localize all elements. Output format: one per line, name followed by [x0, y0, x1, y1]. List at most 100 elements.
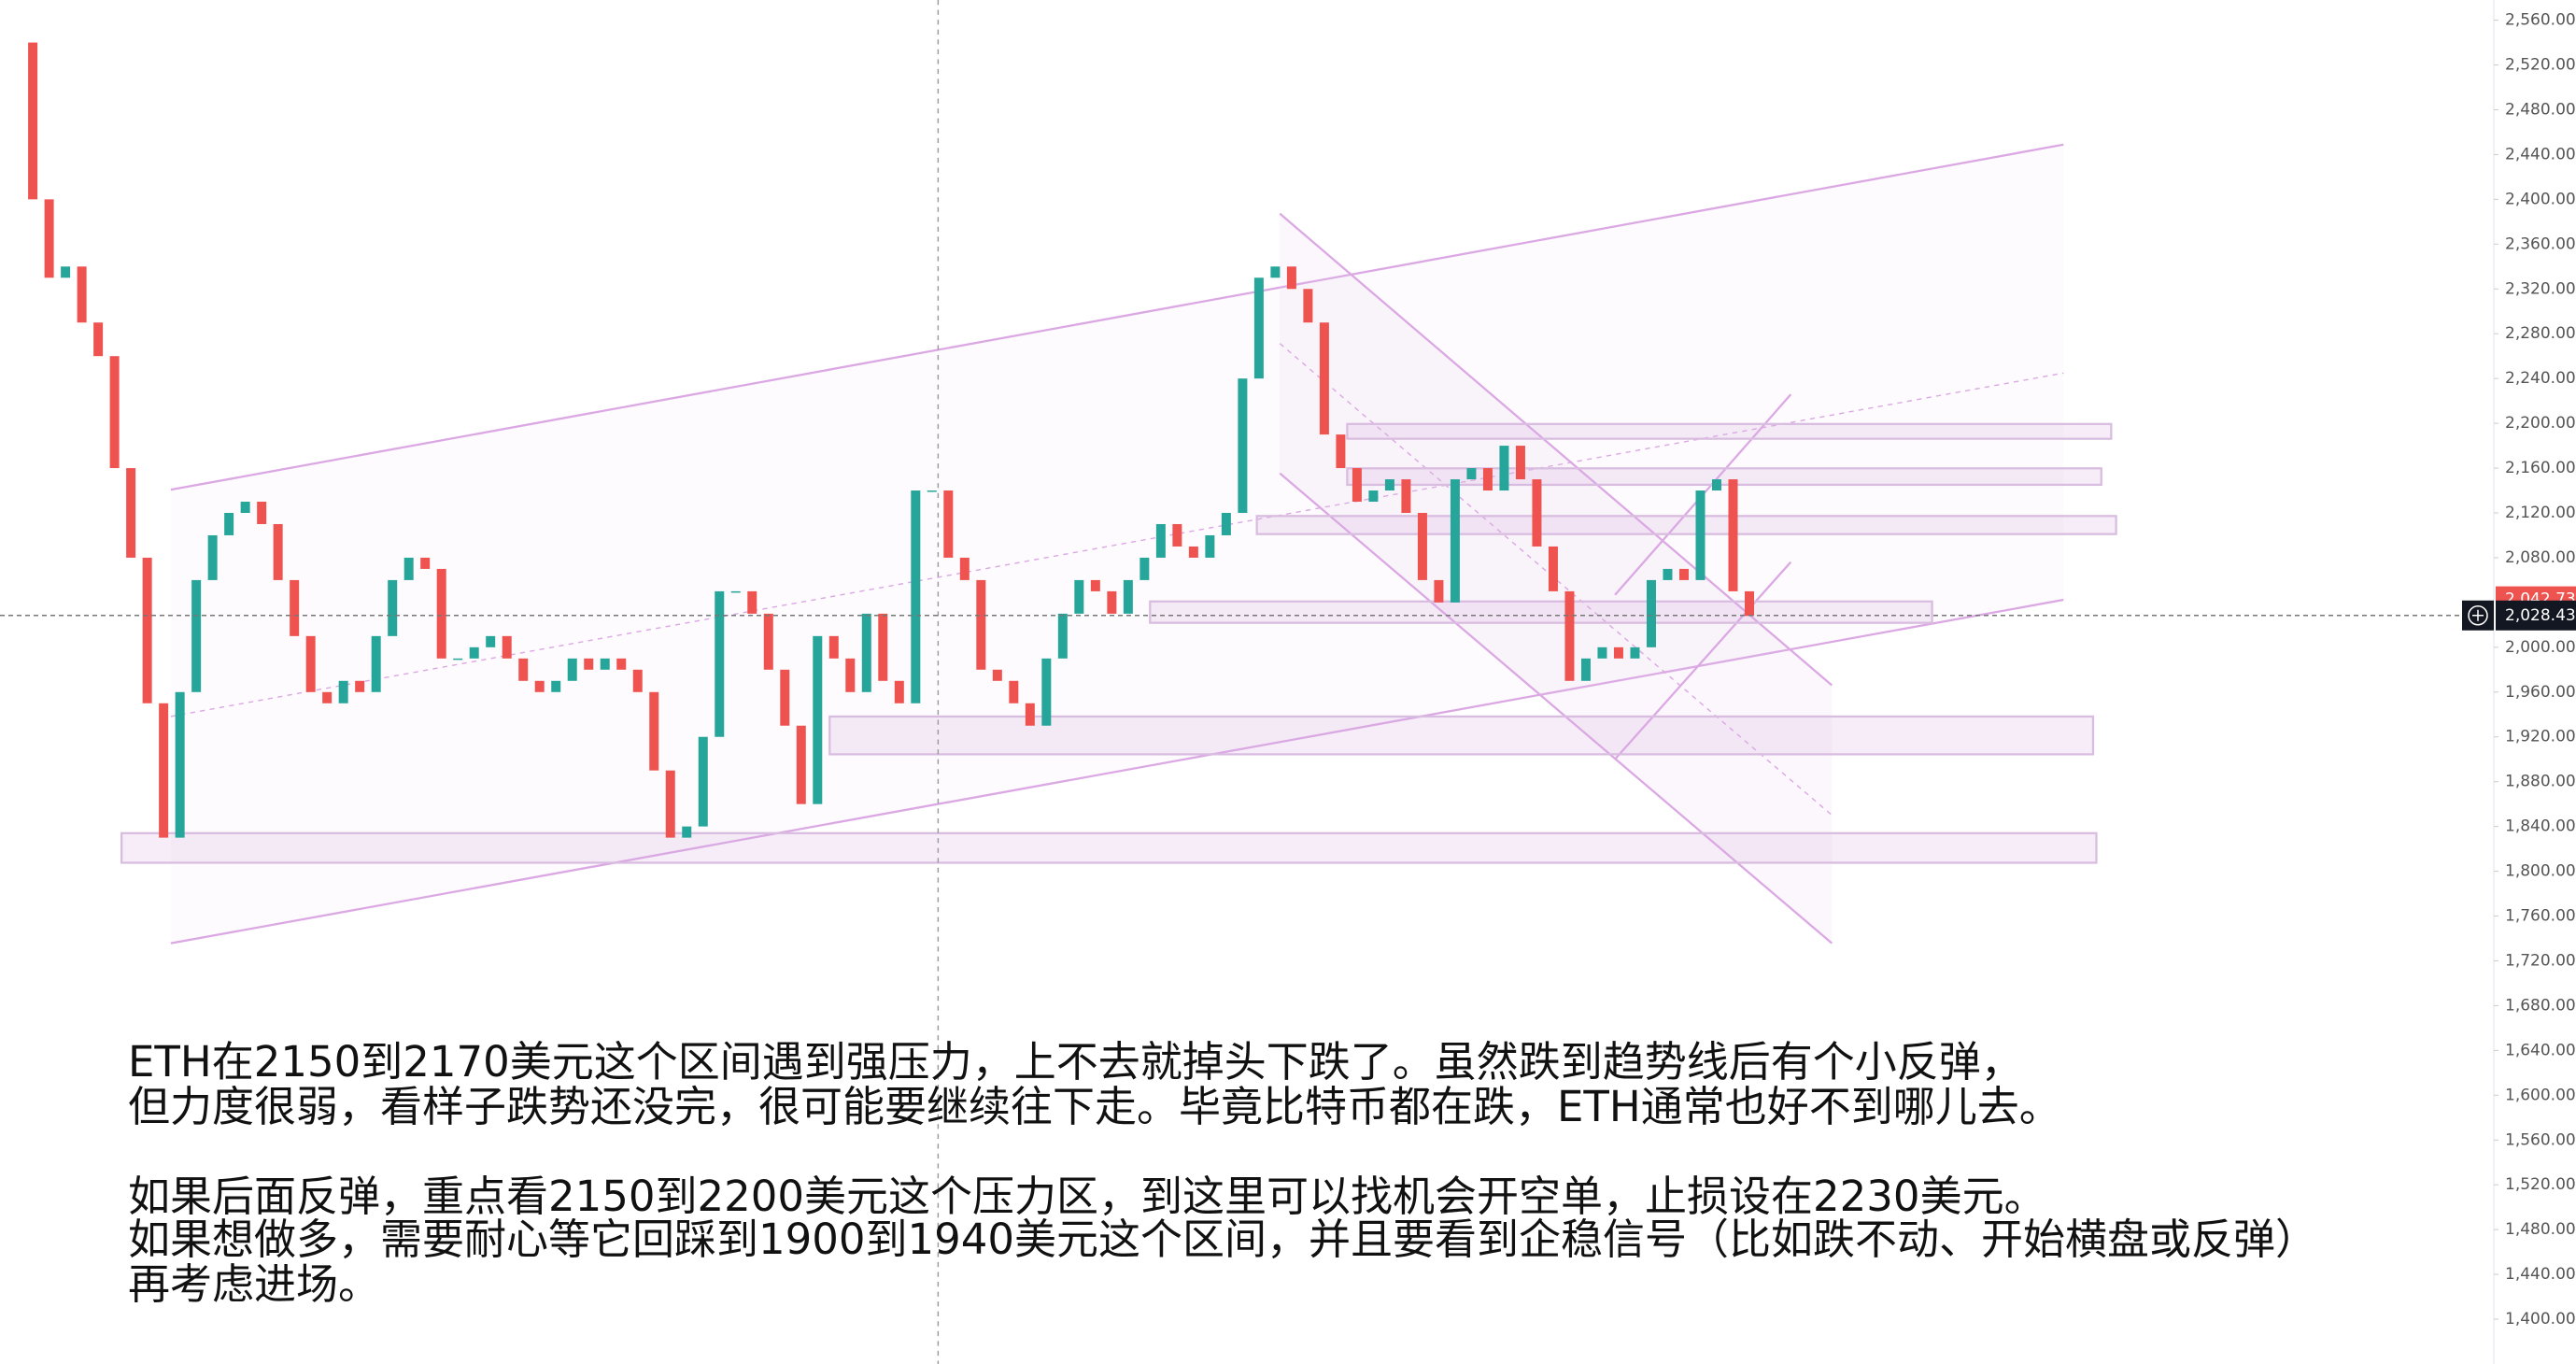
- candle-body: [77, 266, 87, 323]
- candle-body: [1532, 479, 1542, 547]
- candle-body: [126, 468, 136, 558]
- candle-body: [698, 736, 708, 827]
- candle-body: [1711, 479, 1721, 491]
- mid-line: [1279, 343, 1833, 816]
- candle-body: [1041, 658, 1052, 726]
- candle-body: [1745, 590, 1754, 617]
- drawings: [120, 0, 2117, 1364]
- candle-body: [240, 502, 250, 513]
- candle-body: [616, 658, 627, 670]
- candle-body: [1057, 613, 1068, 659]
- candle-body: [355, 680, 365, 692]
- y-tick-label: 2,240.00: [2505, 369, 2576, 388]
- annotation-line: ETH在2150到2170美元这个区间遇到强压力，上不去就掉头下跌了。虽然跌到趋…: [128, 1037, 2023, 1087]
- y-tick-label: 1,400.00: [2505, 1310, 2576, 1328]
- candle-body: [682, 826, 692, 838]
- candle-body: [828, 635, 839, 659]
- candle-body: [1368, 490, 1379, 503]
- y-tick-label: 1,960.00: [2505, 683, 2576, 702]
- candle-body: [1009, 680, 1019, 703]
- zone: [1149, 600, 1933, 624]
- candle-body: [1155, 523, 1166, 558]
- candle-body: [1352, 468, 1362, 503]
- candle-body: [632, 669, 643, 692]
- candle-body: [290, 579, 300, 636]
- y-tick-label: 1,520.00: [2505, 1175, 2576, 1194]
- candle-body: [322, 691, 333, 703]
- candle-body: [502, 635, 512, 659]
- candle-body: [894, 680, 904, 703]
- y-tick-label: 1,920.00: [2505, 728, 2576, 746]
- candle-body: [61, 266, 71, 278]
- candle-body: [1221, 512, 1231, 535]
- y-tick-label: 2,160.00: [2505, 459, 2576, 477]
- annotation-line: 但力度很弱，看样子跌势还没完，很可能要继续往下走。毕竟比特币都在跌，ETH通常也…: [128, 1082, 2061, 1131]
- candle-body: [1466, 468, 1477, 480]
- candle-body: [1286, 266, 1296, 290]
- candle-body: [715, 590, 725, 737]
- zone: [828, 715, 2095, 756]
- candle-body: [992, 669, 1002, 681]
- candle-body: [959, 557, 970, 580]
- candle-body: [1450, 479, 1460, 603]
- candle-body: [747, 590, 757, 614]
- candle-body: [1270, 266, 1281, 278]
- candle-body: [927, 490, 937, 492]
- candle-body: [273, 523, 283, 580]
- candle-body: [1253, 277, 1264, 379]
- candle-body: [649, 691, 659, 771]
- candle-body: [207, 534, 218, 580]
- y-tick-label: 2,480.00: [2505, 100, 2576, 119]
- y-tick-label: 2,120.00: [2505, 504, 2576, 522]
- candle-body: [1499, 446, 1509, 491]
- candle-body: [1025, 703, 1035, 726]
- candle-body: [436, 568, 446, 659]
- candle-body: [878, 613, 888, 681]
- candle-body: [911, 490, 921, 703]
- y-tick-label: 1,560.00: [2505, 1130, 2576, 1149]
- candle-body: [1172, 523, 1182, 547]
- trend-line: [1614, 561, 1792, 760]
- candle-body: [861, 613, 871, 692]
- candle-body: [453, 658, 463, 661]
- y-tick-label: 1,840.00: [2505, 817, 2576, 836]
- candle-body: [175, 691, 185, 838]
- y-tick-label: 2,440.00: [2505, 145, 2576, 163]
- candle-body: [730, 590, 741, 593]
- zone: [1346, 467, 2102, 487]
- candle-body: [1548, 546, 1558, 591]
- channel-fill: [170, 144, 2064, 944]
- candle-body: [1417, 512, 1427, 580]
- candle-body: [486, 635, 496, 647]
- candle-body: [257, 502, 267, 524]
- candle-body: [763, 613, 773, 670]
- candle-body: [534, 680, 545, 692]
- y-tick-label: 2,560.00: [2505, 11, 2576, 30]
- candle-body: [1515, 446, 1525, 480]
- candle-body: [1434, 579, 1444, 603]
- zone: [120, 831, 2098, 864]
- candle-body: [976, 579, 986, 670]
- candle-body: [584, 658, 594, 670]
- candle-body: [1238, 378, 1248, 513]
- candle-body: [551, 680, 561, 692]
- y-tick-label: 2,200.00: [2505, 414, 2576, 433]
- candle-body: [1695, 490, 1706, 580]
- candle-body: [518, 658, 529, 681]
- y-tick-label: 2,520.00: [2505, 56, 2576, 75]
- candle-body: [93, 322, 104, 357]
- zone: [1346, 422, 2113, 440]
- y-tick-label: 1,760.00: [2505, 907, 2576, 926]
- candle-body: [403, 557, 414, 580]
- y-tick-label: 2,280.00: [2505, 324, 2576, 343]
- candle-body: [191, 579, 202, 692]
- annotation-line: 如果想做多，需要耐心等它回踩到1900到1940美元这个区间，并且要看到企稳信号…: [128, 1215, 2317, 1264]
- y-tick-label: 1,600.00: [2505, 1086, 2576, 1104]
- candle-body: [780, 669, 790, 726]
- candle-body: [159, 703, 169, 838]
- y-tick-label: 1,720.00: [2505, 951, 2576, 970]
- last-price-label: 2,028.43: [2505, 606, 2576, 625]
- candle-body: [567, 658, 577, 681]
